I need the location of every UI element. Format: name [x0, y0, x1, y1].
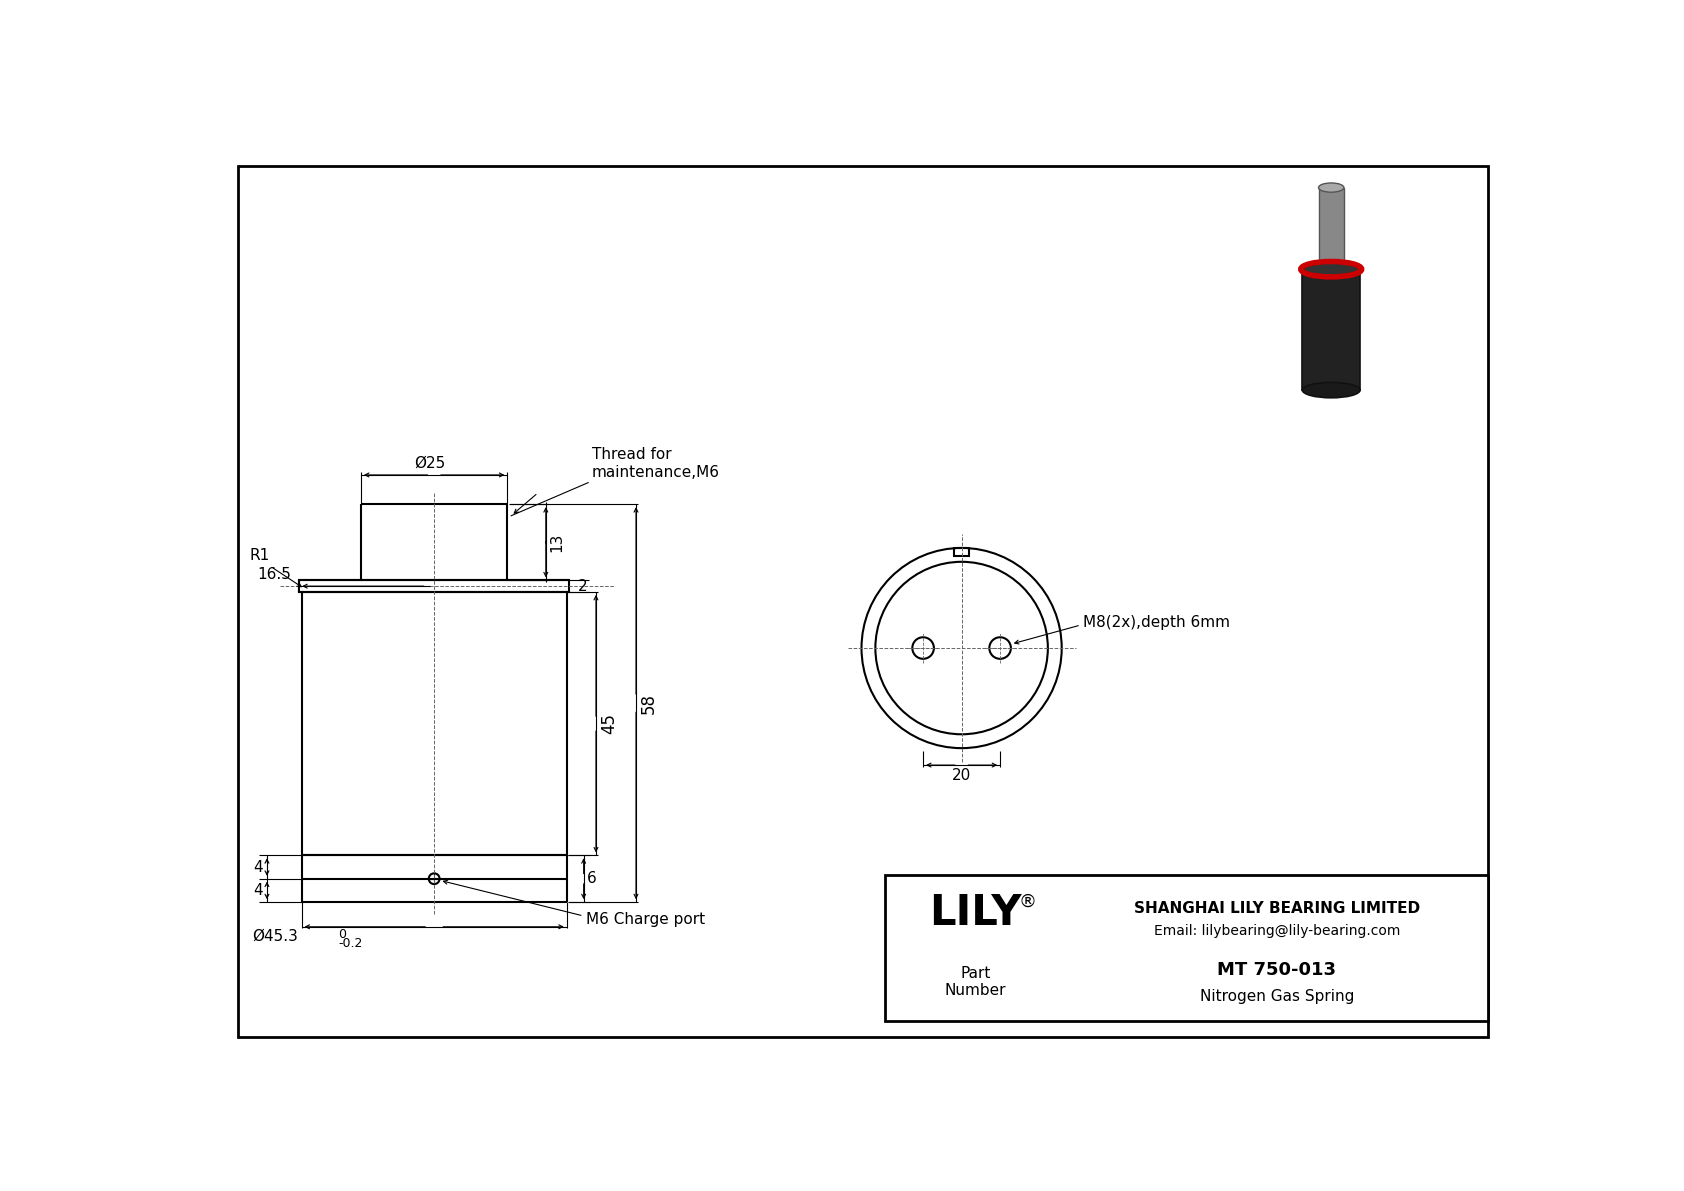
- Text: M6 Charge port: M6 Charge port: [586, 911, 706, 927]
- Text: ®: ®: [1019, 892, 1036, 911]
- Text: Nitrogen Gas Spring: Nitrogen Gas Spring: [1199, 989, 1354, 1004]
- Text: R1: R1: [249, 548, 269, 562]
- Bar: [884, 875, 1489, 1022]
- Bar: [1302, 270, 1361, 391]
- Ellipse shape: [1319, 183, 1344, 192]
- Text: 16.5: 16.5: [258, 567, 291, 582]
- Text: MT 750-013: MT 750-013: [1218, 961, 1337, 979]
- Text: -0.2: -0.2: [338, 937, 364, 949]
- Text: 6: 6: [586, 872, 596, 886]
- Text: 45: 45: [600, 713, 618, 734]
- Text: 58: 58: [640, 693, 658, 713]
- Text: Email: lilybearing@lily-bearing.com: Email: lilybearing@lily-bearing.com: [1154, 924, 1399, 937]
- Bar: [1319, 187, 1344, 264]
- Text: 4: 4: [254, 860, 263, 874]
- Text: 2: 2: [578, 579, 588, 593]
- Ellipse shape: [1302, 382, 1361, 398]
- Text: Thread for
maintenance,M6: Thread for maintenance,M6: [593, 447, 721, 480]
- Text: Ø45.3: Ø45.3: [253, 928, 298, 943]
- Text: M8(2x),depth 6mm: M8(2x),depth 6mm: [1083, 615, 1231, 630]
- Ellipse shape: [1302, 263, 1361, 279]
- Text: 20: 20: [951, 768, 972, 784]
- Text: LILY: LILY: [930, 892, 1022, 934]
- Text: Part
Number: Part Number: [945, 966, 1007, 998]
- Text: SHANGHAI LILY BEARING LIMITED: SHANGHAI LILY BEARING LIMITED: [1133, 902, 1420, 916]
- Text: Ø25: Ø25: [414, 455, 446, 470]
- Bar: [953, 548, 970, 556]
- Text: 4: 4: [254, 883, 263, 898]
- Text: 0: 0: [338, 928, 347, 941]
- Text: 13: 13: [549, 532, 564, 551]
